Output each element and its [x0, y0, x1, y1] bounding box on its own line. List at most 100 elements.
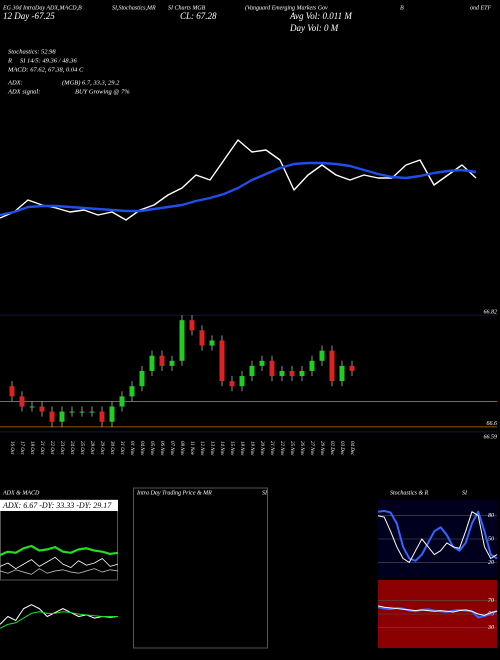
- series-line: [377, 511, 498, 563]
- x-tick-label: 22 Nov: [279, 441, 284, 456]
- candle-body: [339, 365, 345, 382]
- candle-body: [259, 360, 265, 366]
- x-tick-label: 04 Nov: [139, 441, 144, 456]
- candle-body: [309, 360, 315, 371]
- series-line: [0, 139, 477, 221]
- candle-body: [69, 411, 75, 413]
- y-tick-label: 66.82: [484, 309, 498, 315]
- candle-body: [289, 370, 295, 377]
- x-tick-label: 11 Nov: [189, 441, 194, 456]
- x-tick-label: 14 Nov: [219, 441, 224, 456]
- x-tick-label: 08 Nov: [179, 441, 184, 456]
- stat-text: R: [7, 57, 12, 64]
- x-tick-label: 12 Nov: [199, 441, 204, 456]
- x-tick-label: 23 Oct: [59, 441, 64, 455]
- series-line: [0, 161, 477, 217]
- x-tick-label: 25 Nov: [289, 441, 294, 456]
- x-tick-label: 25 Oct: [79, 441, 84, 455]
- candle-body: [169, 360, 175, 366]
- x-tick-label: 15 Nov: [229, 441, 234, 456]
- header-text: Day Vol: 0 M: [289, 23, 339, 33]
- y-tick-label: 70: [488, 598, 494, 604]
- candle-body: [239, 376, 245, 387]
- x-tick-label: 03 Dec: [339, 441, 344, 456]
- x-tick-label: 02 Dec: [329, 441, 334, 456]
- header-text: (Vanguard Emerging Markets Gov: [245, 4, 328, 11]
- header-text: ond ETF: [470, 5, 492, 11]
- stat-text: ADX:: [7, 79, 23, 86]
- candle-body: [29, 406, 35, 408]
- candle-body: [119, 396, 125, 407]
- y-tick-label: 66.6: [487, 421, 498, 427]
- stat-text: SI 14/5: 49.36 / 48.36: [20, 57, 77, 64]
- header-text: SI Charts MGB: [168, 5, 206, 11]
- panel-title: ADX & MACD: [2, 490, 40, 496]
- candle-body: [189, 320, 195, 331]
- header-text: SI,Stochastics,MR: [112, 5, 156, 11]
- x-tick-label: 24 Oct: [69, 441, 74, 455]
- panel-frame: [133, 487, 268, 649]
- y-tick-label: 20: [488, 560, 494, 566]
- x-tick-label: 27 Nov: [309, 441, 314, 456]
- panel-title: Stochastics & R: [390, 490, 429, 496]
- x-tick-label: 17 Oct: [19, 441, 24, 455]
- header-text: Avg Vol: 0.011 M: [289, 11, 352, 21]
- y-tick-label: 66.59: [484, 434, 498, 440]
- x-tick-label: 07 Nov: [169, 441, 174, 456]
- stat-text: ADX signal:: [7, 88, 40, 95]
- stat-text: BUY Growing @ 7%: [75, 88, 130, 95]
- candle-body: [129, 386, 135, 397]
- y-tick-label: 50: [488, 536, 494, 542]
- header-text: B: [400, 5, 404, 11]
- candle-body: [19, 396, 25, 407]
- candle-body: [219, 340, 225, 382]
- x-tick-label: 18 Nov: [239, 441, 244, 456]
- annotation-box: [0, 500, 118, 511]
- candle-body: [39, 406, 45, 412]
- candle-body: [349, 365, 355, 371]
- x-tick-label: 22 Oct: [49, 441, 54, 455]
- candle-body: [319, 350, 325, 361]
- candle-body: [149, 355, 155, 371]
- stat-text: (MGB) 6.7, 33.3, 29.2: [62, 79, 120, 86]
- candle-body: [329, 350, 335, 382]
- series-line: [0, 568, 119, 575]
- series-line: [377, 605, 498, 616]
- candle-body: [9, 386, 15, 397]
- candle-body: [79, 411, 85, 413]
- series-line: [0, 611, 118, 629]
- stat-text: Stochastics: 52.98: [8, 48, 56, 55]
- candle-body: [109, 406, 115, 422]
- x-tick-label: 26 Nov: [299, 441, 304, 456]
- candle-body: [229, 381, 235, 387]
- x-tick-label: 05 Nov: [149, 441, 154, 456]
- x-tick-label: 18 Oct: [29, 441, 34, 455]
- candle-body: [159, 355, 165, 366]
- x-tick-label: 21 Nov: [269, 441, 274, 456]
- candle-body: [89, 411, 95, 413]
- candle-body: [249, 365, 255, 377]
- candle-body: [49, 411, 55, 422]
- x-tick-label: 29 Nov: [319, 441, 324, 456]
- candle-body: [59, 411, 65, 422]
- candle-body: [279, 370, 285, 377]
- x-tick-label: 01 Nov: [129, 441, 134, 456]
- x-tick-label: 04 Dec: [349, 441, 354, 456]
- x-tick-label: 06 Nov: [159, 441, 164, 456]
- candle-body: [139, 370, 145, 387]
- x-tick-label: 29 Oct: [99, 441, 104, 455]
- series-line: [0, 544, 119, 557]
- x-tick-label: 28 Oct: [89, 441, 94, 455]
- x-tick-label: 31 Oct: [119, 441, 124, 455]
- stat-text: MACD: 67.62, 67.38, 0.04 C: [7, 66, 84, 73]
- annotation: ADX: 6.67 -DY: 33.33 -DY: 29.17: [2, 501, 112, 510]
- panel-subtitle: SI: [462, 490, 468, 496]
- series-line: [0, 604, 119, 625]
- y-tick-label: 80: [488, 513, 494, 519]
- y-tick-label: 30: [487, 625, 494, 631]
- panel-subtitle: SI: [262, 490, 268, 496]
- x-tick-label: 13 Nov: [209, 441, 214, 456]
- x-tick-label: 21 Oct: [39, 441, 44, 455]
